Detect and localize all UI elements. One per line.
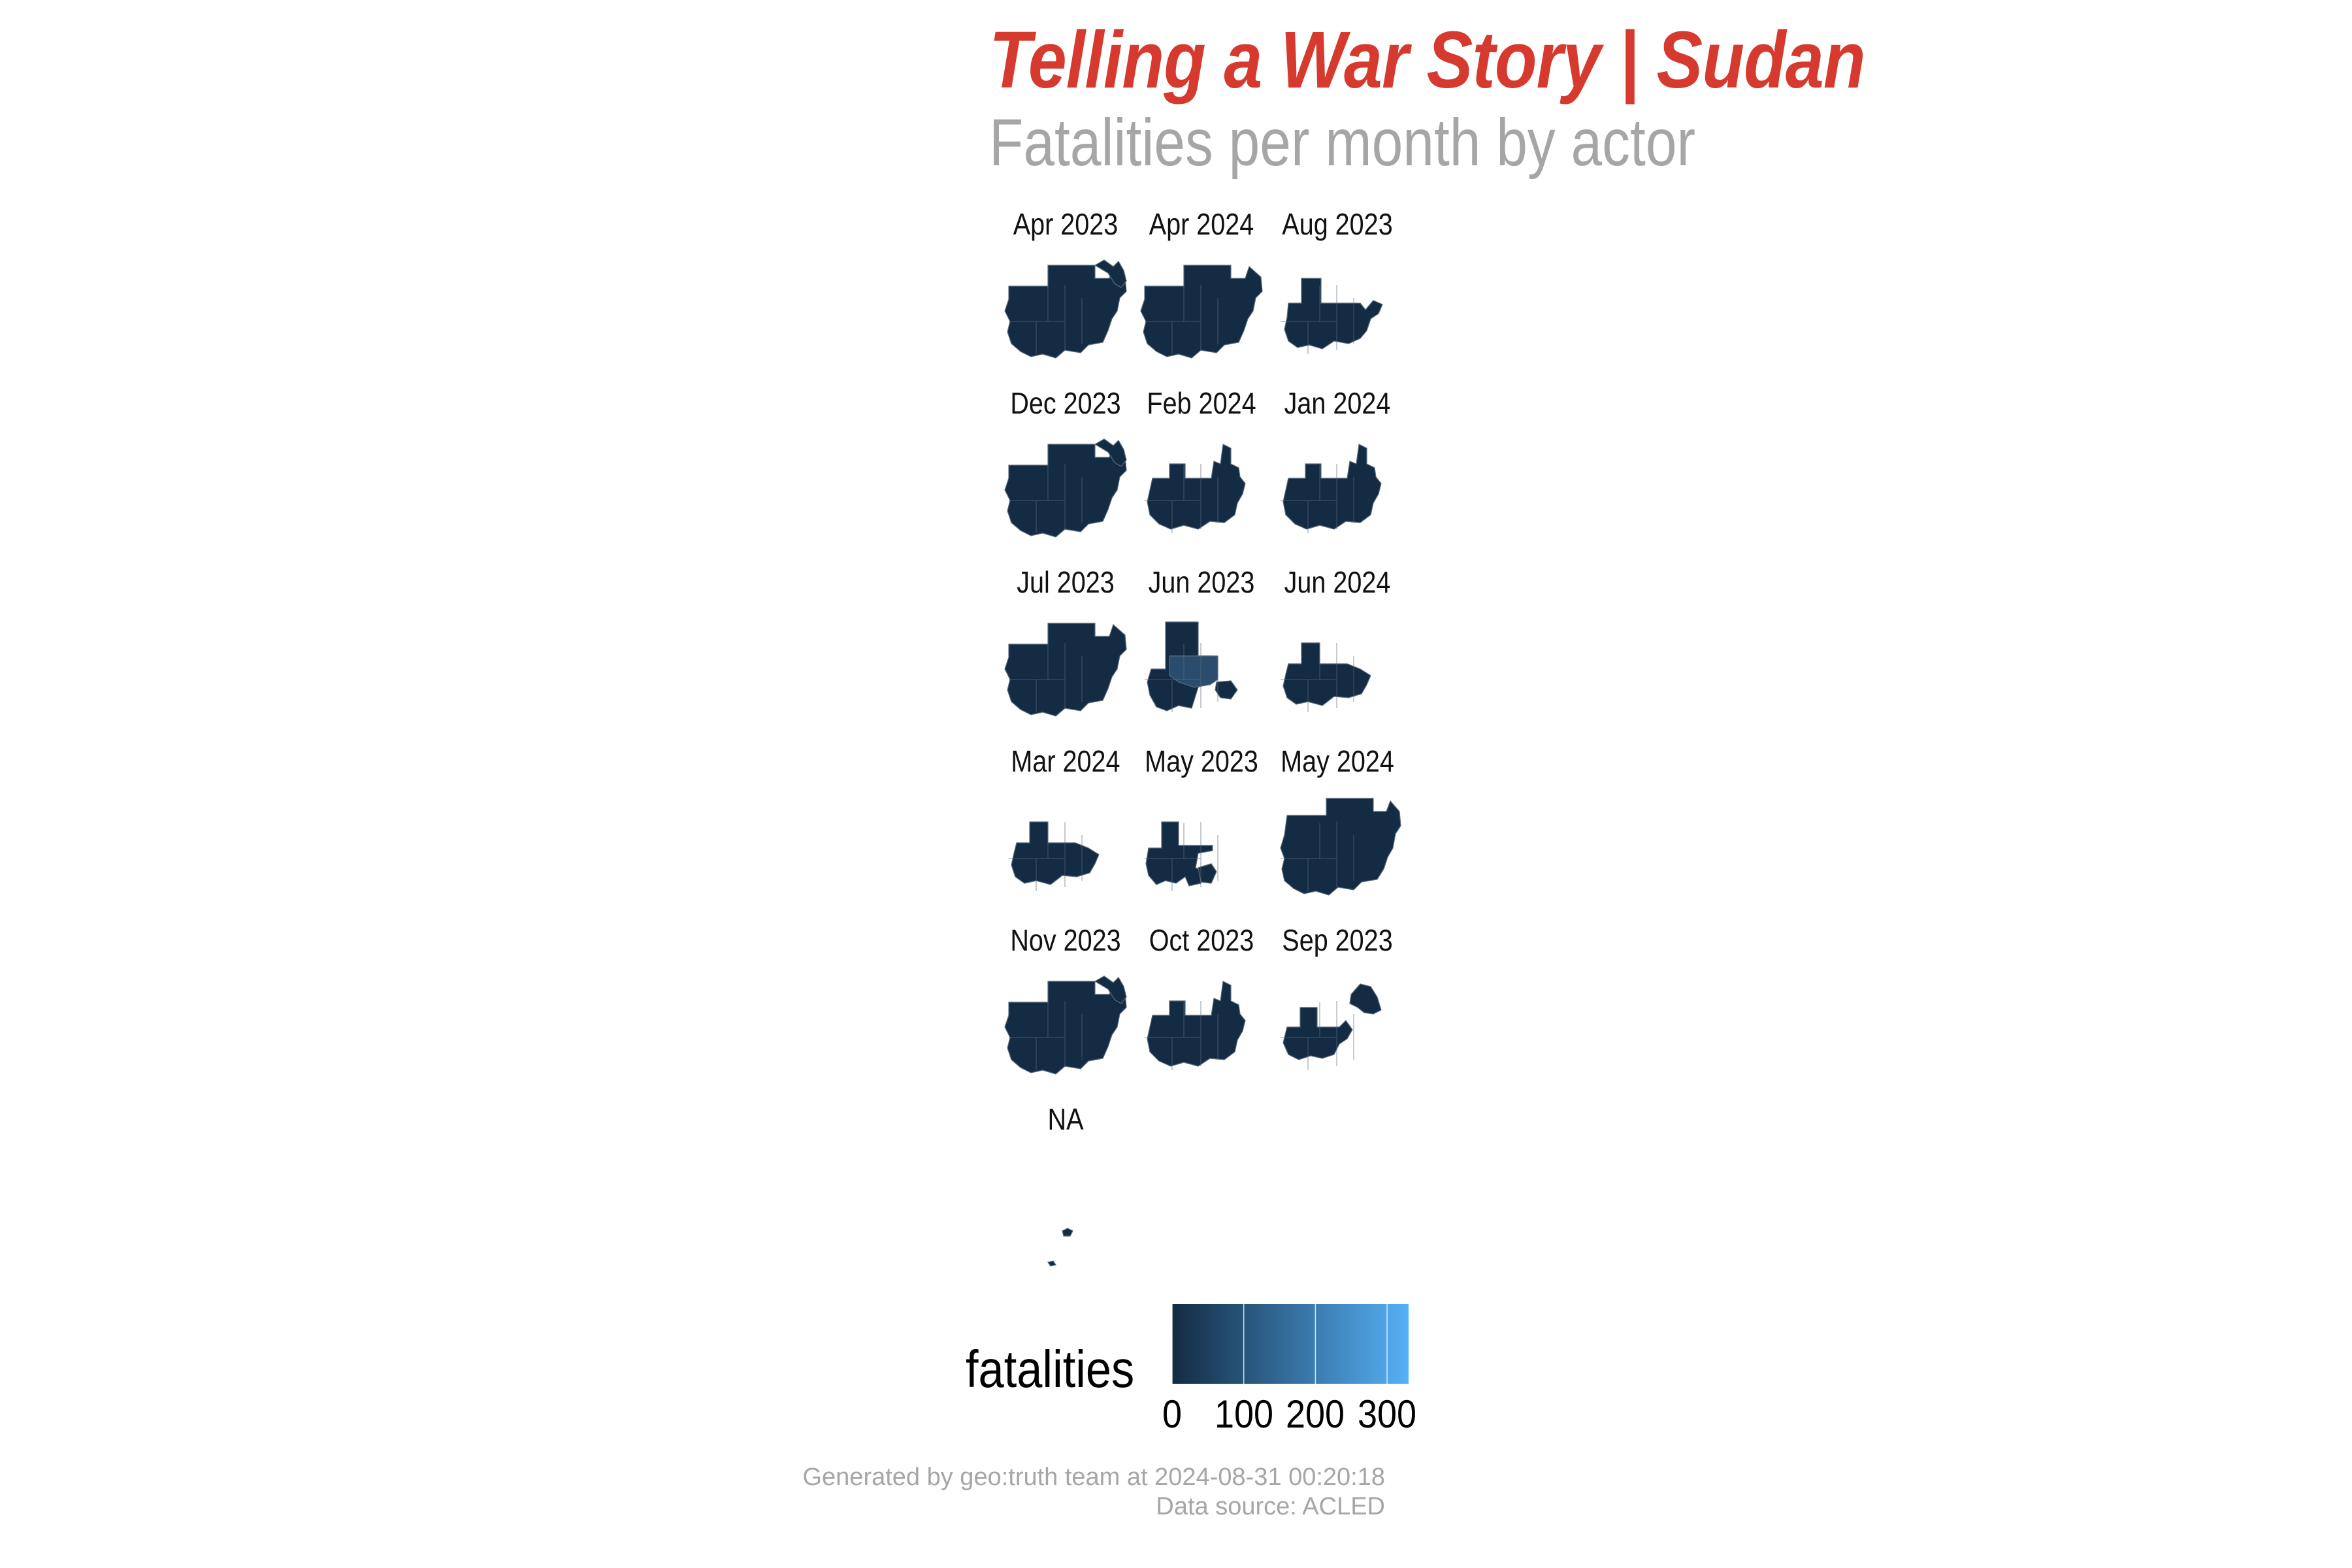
facet-label: Jan 2024 <box>1284 386 1391 420</box>
legend-title: fatalities <box>966 1340 1135 1398</box>
map-region <box>1004 623 1127 717</box>
facet-label: Dec 2023 <box>1010 386 1121 420</box>
facet-label: Jun 2023 <box>1148 565 1255 599</box>
facet-panel: Mar 2024 <box>997 743 1134 913</box>
sudan-map <box>1004 623 1127 717</box>
map-region <box>1349 983 1382 1015</box>
facet-label: Oct 2023 <box>1149 923 1254 957</box>
map-region <box>1147 444 1246 530</box>
legend-colorbar <box>1172 1304 1409 1384</box>
map-region <box>1094 975 1127 1004</box>
facet-label: Sep 2023 <box>1282 923 1393 957</box>
state-borders <box>1145 822 1218 891</box>
facet-panel: Dec 2023 <box>997 385 1134 555</box>
facet-label: May 2024 <box>1281 744 1394 778</box>
state-borders <box>1281 285 1354 354</box>
map-region <box>1284 278 1383 350</box>
facet-panel: May 2024 <box>1269 743 1406 913</box>
state-borders <box>1281 822 1354 891</box>
state-borders <box>1009 822 1083 891</box>
facet-panel: Jun 2023 <box>1133 564 1270 734</box>
map-region <box>1094 438 1127 467</box>
legend-tick-label: 200 <box>1286 1392 1345 1436</box>
state-borders <box>1281 643 1354 712</box>
sudan-map <box>1140 265 1263 359</box>
state-borders <box>1009 643 1083 712</box>
facet-panel: Nov 2023 <box>997 923 1134 1092</box>
facet-label: Feb 2024 <box>1147 386 1256 420</box>
state-borders <box>1009 464 1083 533</box>
map-region <box>1004 981 1127 1075</box>
sudan-map <box>1280 798 1401 896</box>
map-region <box>1282 1007 1353 1060</box>
facet-label: Jul 2023 <box>1017 565 1115 599</box>
legend-tick-label: 100 <box>1214 1392 1273 1436</box>
footer-generated: Generated by geo:truth team at 2024-08-3… <box>802 1463 1385 1491</box>
state-borders <box>1281 1001 1354 1070</box>
facet-panel: Feb 2024 <box>1133 385 1270 555</box>
facet-panel: Apr 2023 <box>997 206 1134 376</box>
facet-panel: Jul 2023 <box>997 564 1134 734</box>
sudan-map <box>1004 975 1127 1075</box>
facet-label: Aug 2023 <box>1282 207 1393 241</box>
state-borders <box>1281 464 1354 533</box>
sudan-map <box>1004 259 1127 359</box>
legend-tick-label: 0 <box>1162 1392 1183 1436</box>
chart-subtitle: Fatalities per month by actor <box>989 105 1696 180</box>
facet-label: NA <box>1047 1102 1084 1136</box>
sudan-map <box>1145 981 1246 1070</box>
map-region <box>1047 1260 1056 1267</box>
map-region <box>1011 821 1100 885</box>
sudan-map <box>1281 642 1371 712</box>
map-region <box>1140 265 1263 359</box>
state-borders <box>1145 643 1218 712</box>
facet-label: Jun 2024 <box>1284 565 1391 599</box>
facet-label: May 2023 <box>1145 744 1258 778</box>
map-region <box>1062 1228 1073 1237</box>
facet-panel: May 2023 <box>1133 743 1270 913</box>
facet-label: Apr 2023 <box>1013 207 1119 241</box>
facet-label: Nov 2023 <box>1010 923 1121 957</box>
facet-panel: NA <box>997 1102 1134 1271</box>
sudan-map <box>1145 821 1218 891</box>
state-borders <box>1145 285 1218 354</box>
state-borders <box>1009 1001 1083 1070</box>
map-region <box>1147 981 1246 1067</box>
facet-panel: Oct 2023 <box>1133 923 1270 1092</box>
facet-panel: Aug 2023 <box>1269 206 1406 376</box>
facet-label: Mar 2024 <box>1011 744 1120 778</box>
map-region <box>1094 259 1127 288</box>
sudan-map <box>1009 821 1100 891</box>
sudan-map <box>1004 438 1127 538</box>
map-region <box>1215 680 1238 700</box>
footer-source: Data source: ACLED <box>1156 1493 1385 1520</box>
sudan-map <box>1145 444 1246 533</box>
legend-tick-label: 300 <box>1358 1392 1417 1436</box>
state-borders <box>1145 464 1218 533</box>
state-borders <box>1145 1001 1218 1070</box>
facet-label: Apr 2024 <box>1149 207 1254 241</box>
chart-title: Telling a War Story | Sudan <box>989 16 1865 105</box>
map-region <box>1282 642 1371 706</box>
sudan-map <box>1281 444 1382 533</box>
sudan-map <box>1281 278 1383 354</box>
state-borders <box>1009 285 1083 354</box>
map-region <box>1282 444 1382 530</box>
map-region <box>1004 265 1127 359</box>
map-region <box>1198 863 1217 884</box>
map-region <box>1280 798 1401 896</box>
sudan-map <box>1145 621 1238 712</box>
facet-panel: Jan 2024 <box>1269 385 1406 555</box>
sudan-map <box>1281 983 1382 1070</box>
facet-panel: Apr 2024 <box>1133 206 1270 376</box>
facet-panel: Jun 2024 <box>1269 564 1406 734</box>
facet-panel: Sep 2023 <box>1269 923 1406 1092</box>
sudan-map <box>1047 1228 1073 1267</box>
map-region <box>1004 444 1127 538</box>
